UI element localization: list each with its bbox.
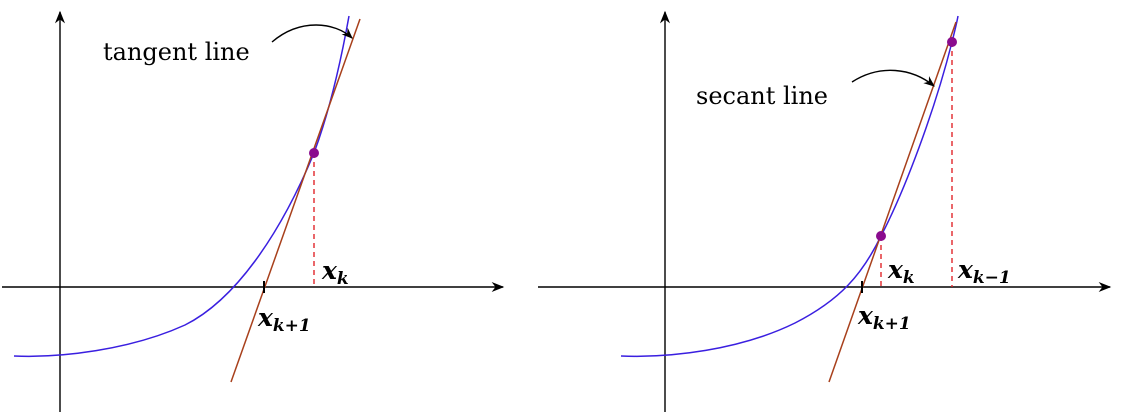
- tangent-line-label: tangent line: [103, 38, 250, 66]
- secant-point-xk: [876, 231, 886, 241]
- tangent-point: [309, 148, 319, 158]
- tangent-panel: tangent line xk xk+1: [2, 10, 505, 412]
- secant-point-xk-minus-1: [947, 37, 957, 47]
- function-curve: [620, 15, 959, 358]
- label-x-k: xk: [887, 255, 915, 288]
- secant-label-arrow: [851, 69, 935, 87]
- secant-panel: secant line xk xk−1 xk+1: [538, 10, 1112, 412]
- tangent-label-arrow: [271, 24, 353, 43]
- tangent-line: [230, 18, 361, 383]
- secant-line-label: secant line: [696, 82, 828, 110]
- label-x-k-plus-1: xk+1: [857, 301, 911, 334]
- function-curve: [13, 15, 350, 358]
- label-x-k-minus-1: xk−1: [957, 255, 1011, 288]
- label-x-k-plus-1: xk+1: [257, 303, 311, 336]
- label-x-k: xk: [321, 256, 349, 289]
